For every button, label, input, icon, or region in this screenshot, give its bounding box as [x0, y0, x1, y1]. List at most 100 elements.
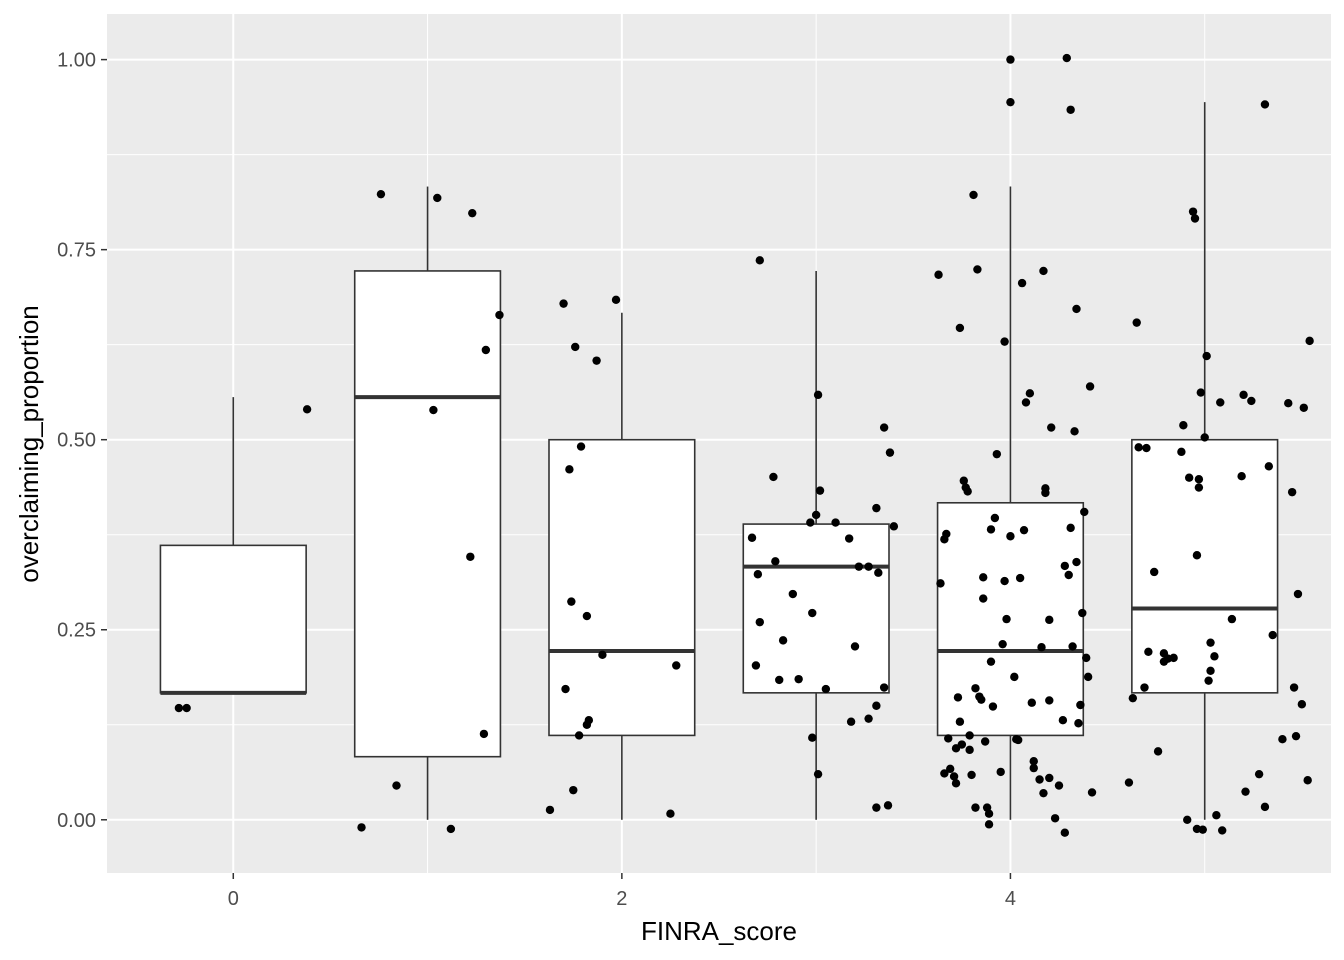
data-point [1260, 802, 1270, 812]
plot-panel [107, 14, 1331, 873]
data-point [971, 803, 980, 812]
data-point [569, 785, 578, 795]
data-point [1085, 382, 1095, 391]
data-point [1027, 698, 1037, 707]
data-point [174, 703, 184, 713]
data-point [1054, 781, 1064, 790]
x-tick-label: 4 [1005, 888, 1016, 910]
data-point [1062, 53, 1071, 63]
data-point [1015, 573, 1025, 583]
data-point [967, 770, 976, 780]
data-point [1287, 487, 1297, 497]
data-point [1087, 788, 1097, 797]
data-point [1303, 776, 1312, 785]
data-point [466, 552, 475, 561]
x-tick-label: 2 [616, 888, 627, 910]
data-point [567, 597, 576, 606]
data-point [1006, 55, 1015, 64]
data-point [1196, 388, 1206, 397]
data-point [1247, 396, 1256, 406]
box-iqr [548, 438, 696, 737]
data-point [936, 579, 945, 588]
data-point [986, 525, 996, 534]
data-point [1206, 638, 1215, 647]
data-point [872, 503, 881, 513]
data-point [979, 594, 988, 603]
data-point [582, 611, 592, 621]
data-point [1128, 693, 1138, 703]
data-point [1218, 826, 1227, 835]
data-point [990, 513, 1000, 523]
data-point [844, 534, 854, 543]
data-point [953, 693, 963, 702]
data-point [1206, 666, 1215, 675]
data-point [1239, 390, 1248, 400]
data-point [1200, 433, 1209, 442]
data-point [788, 589, 798, 599]
data-point [1293, 589, 1303, 599]
data-point [1045, 773, 1054, 783]
data-point [1074, 719, 1083, 728]
data-point [1021, 398, 1031, 407]
data-point [1066, 105, 1075, 114]
data-point [1058, 716, 1068, 725]
data-point [1177, 447, 1186, 457]
data-point [1045, 615, 1054, 625]
data-point [883, 801, 893, 810]
y-axis: 0.00 0.25 0.50 0.75 1.00 [57, 50, 107, 832]
data-point [433, 193, 442, 203]
data-point [794, 674, 803, 684]
data-point [1035, 775, 1044, 784]
data-point [963, 487, 972, 496]
data-point [1289, 683, 1299, 692]
data-point [864, 562, 873, 571]
data-point [1047, 423, 1056, 432]
data-point [429, 405, 438, 415]
data-point [1153, 747, 1163, 756]
data-point [1184, 473, 1194, 482]
data-point [1045, 696, 1054, 705]
data-point [965, 731, 974, 740]
box-iqr [742, 523, 890, 694]
data-point [984, 809, 994, 818]
data-point [1017, 278, 1027, 288]
data-point [992, 449, 1002, 459]
boxplots [159, 102, 1279, 820]
data-point [592, 356, 601, 365]
data-point [813, 390, 823, 400]
data-point [1212, 811, 1221, 820]
data-point [949, 772, 959, 781]
data-point [1202, 351, 1211, 361]
data-point [302, 405, 312, 414]
data-point [1124, 778, 1134, 787]
data-point [1237, 471, 1246, 481]
data-point [672, 661, 681, 670]
data-point [1192, 551, 1202, 560]
data-point [1254, 769, 1264, 779]
data-point [755, 256, 764, 265]
data-point [864, 714, 873, 723]
data-point [182, 703, 191, 713]
data-point [984, 820, 994, 829]
x-axis-title: FINRA_score [641, 916, 797, 946]
data-point [1082, 653, 1091, 663]
data-point [969, 190, 978, 200]
data-point [1268, 630, 1277, 640]
data-point [811, 510, 821, 520]
y-tick-label: 0.75 [57, 240, 96, 262]
data-point [1144, 647, 1153, 656]
data-point [813, 769, 823, 779]
data-point [879, 423, 889, 432]
data-point [1006, 97, 1015, 107]
data-point [957, 740, 967, 749]
data-point [872, 701, 881, 710]
data-point [1241, 787, 1250, 796]
data-point [959, 476, 968, 485]
data-point [951, 779, 961, 788]
data-point [1291, 731, 1301, 741]
y-tick-label: 0.00 [57, 810, 96, 832]
data-point [1260, 100, 1270, 109]
data-point [1078, 608, 1087, 618]
data-point [1204, 676, 1213, 685]
